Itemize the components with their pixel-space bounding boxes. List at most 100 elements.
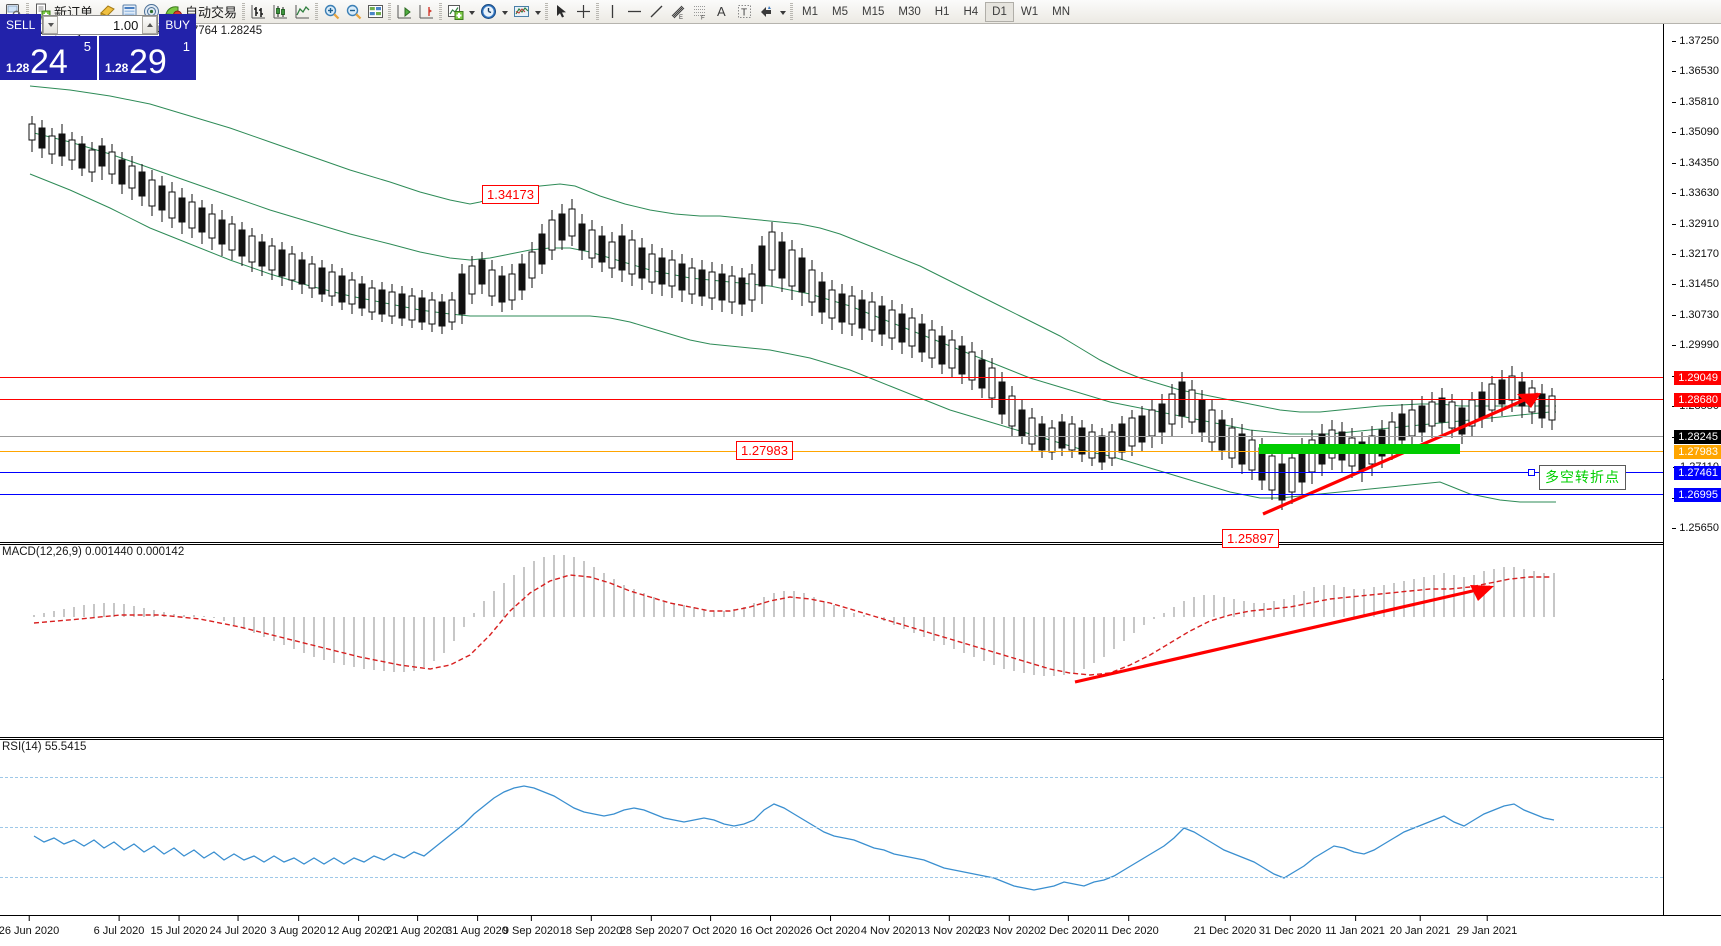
date-tick: 2 Dec 2020 xyxy=(1039,916,1097,937)
equidistant-channel-icon[interactable]: E xyxy=(667,1,689,22)
line-chart-icon[interactable] xyxy=(291,1,313,22)
chart-container[interactable]: USDCAD-,Daily 1.27839 1.28445 1.27764 1.… xyxy=(0,24,1721,946)
autotrading-label[interactable]: 自动交易 xyxy=(185,5,238,20)
price-tick: 1.32170 xyxy=(1672,248,1719,260)
volume-value[interactable]: 1.00 xyxy=(113,17,139,33)
svg-text:T: T xyxy=(741,8,747,19)
date-tick: 4 Nov 2020 xyxy=(860,916,918,937)
buy-quote[interactable]: 1.28 29 1 xyxy=(99,36,196,81)
zoom-out-icon[interactable] xyxy=(342,1,364,22)
main-toolbar: 新订单 自动交易 xyxy=(0,0,1721,24)
current-price-line xyxy=(0,436,1663,437)
toolbar-separator xyxy=(313,3,320,21)
date-tick: 28 Sep 2020 xyxy=(619,916,683,937)
turning-point-note[interactable]: 多空转折点 xyxy=(1539,465,1626,490)
arrows-icon[interactable] xyxy=(755,1,777,22)
tab-timeframe-m5[interactable]: M5 xyxy=(832,5,848,18)
date-tick: 31 Aug 2020 xyxy=(446,916,508,937)
macd-pane[interactable]: MACD(12,26,9) 0.001440 0.000142 xyxy=(0,544,1719,738)
tab-timeframe-d1[interactable]: D1 xyxy=(985,1,1014,22)
resistance-line-128680[interactable] xyxy=(0,399,1663,400)
trade-panel-top-row: SELL 1.00 BUY xyxy=(0,14,196,36)
text-label-icon[interactable]: A xyxy=(711,1,733,22)
toolbar-separator xyxy=(788,3,795,21)
volume-increase-icon[interactable] xyxy=(142,16,158,34)
date-tick: 15 Jul 2020 xyxy=(150,916,208,937)
cursor-icon[interactable] xyxy=(550,1,572,22)
price-tag-current[interactable]: 1.28245 xyxy=(1674,430,1721,444)
grid-view-icon[interactable] xyxy=(364,1,386,22)
date-tick: 11 Jan 2021 xyxy=(1325,916,1385,937)
sell-button[interactable]: SELL xyxy=(0,14,42,36)
text-box-icon[interactable]: T xyxy=(733,1,755,22)
rsi-chart-svg xyxy=(33,785,1555,891)
templates-icon[interactable] xyxy=(510,1,532,22)
trend-line-icon[interactable] xyxy=(645,1,667,22)
date-tick: 26 Jun 2020 xyxy=(0,916,60,937)
price-tick: 1.36530 xyxy=(1672,65,1719,77)
price-tag-pivot[interactable]: 1.27983 xyxy=(1674,445,1721,459)
zoom-in-icon[interactable] xyxy=(320,1,342,22)
price-tag-support-1[interactable]: 1.27461 xyxy=(1674,466,1721,480)
price-pane[interactable]: 1.34173 1.27983 1.25897 多空转折点 xyxy=(0,24,1663,548)
horizontal-line-icon[interactable] xyxy=(623,1,645,22)
demand-zone-rectangle[interactable] xyxy=(1259,444,1460,454)
rsi-grid-20 xyxy=(0,877,1663,878)
tab-timeframe-w1[interactable]: W1 xyxy=(1020,5,1039,18)
date-tick: 7 Oct 2020 xyxy=(683,916,737,937)
add-indicator-icon[interactable] xyxy=(444,1,466,22)
tab-timeframe-m30[interactable]: M30 xyxy=(898,5,921,18)
chart-shift-icon[interactable] xyxy=(415,1,437,22)
callout-low-price[interactable]: 1.25897 xyxy=(1222,529,1279,548)
rsi-grid-80 xyxy=(0,777,1663,778)
period-clock-icon[interactable] xyxy=(477,1,499,22)
date-tick: 24 Jul 2020 xyxy=(209,916,267,937)
sell-quote[interactable]: 1.28 24 5 xyxy=(0,36,97,81)
crosshair-icon[interactable] xyxy=(572,1,594,22)
auto-scroll-icon[interactable] xyxy=(393,1,415,22)
price-scale[interactable]: 1.37250 1.36530 1.35810 1.35090 1.34350 … xyxy=(1663,24,1721,915)
callout-mid-price[interactable]: 1.27983 xyxy=(736,441,793,460)
templates-dropdown-caret-icon[interactable] xyxy=(532,2,543,22)
date-tick: 16 Oct 2020 xyxy=(740,916,800,937)
volume-stepper[interactable]: 1.00 xyxy=(42,15,159,35)
sell-price-point: 5 xyxy=(83,39,91,54)
fibonacci-icon[interactable]: F xyxy=(689,1,711,22)
data-window-icon[interactable] xyxy=(118,1,140,22)
callout-high-price[interactable]: 1.34173 xyxy=(482,185,539,204)
price-tag-resistance-1[interactable]: 1.29049 xyxy=(1674,371,1721,385)
bar-chart-icon[interactable] xyxy=(247,1,269,22)
svg-text:F: F xyxy=(701,16,705,21)
price-tag-resistance-2[interactable]: 1.28680 xyxy=(1674,393,1721,407)
volume-decrease-icon[interactable] xyxy=(43,16,59,34)
tab-timeframe-h1[interactable]: H1 xyxy=(934,5,950,18)
support-line-126995[interactable] xyxy=(0,494,1663,495)
toolbar-separator xyxy=(594,3,601,21)
tab-timeframe-m1[interactable]: M1 xyxy=(802,5,819,18)
tab-timeframe-mn[interactable]: MN xyxy=(1052,5,1070,18)
macd-signal-line xyxy=(33,574,1550,676)
tab-timeframe-m15[interactable]: M15 xyxy=(862,5,885,18)
arrows-dropdown-caret-icon[interactable] xyxy=(777,2,788,22)
period-dropdown-caret-icon[interactable] xyxy=(499,2,510,22)
price-tag-support-2[interactable]: 1.26995 xyxy=(1674,488,1721,502)
support-line-127461[interactable] xyxy=(0,472,1663,473)
candlestick-chart-icon[interactable] xyxy=(269,1,291,22)
rsi-pane[interactable]: RSI(14) 55.5415 100 80 50 20 xyxy=(0,739,1719,915)
resistance-line-129049[interactable] xyxy=(0,377,1663,378)
vertical-line-icon[interactable] xyxy=(601,1,623,22)
price-tick: 1.35090 xyxy=(1672,126,1719,138)
time-axis[interactable]: 26 Jun 2020 6 Jul 2020 15 Jul 2020 24 Ju… xyxy=(0,915,1721,946)
one-click-trading-panel[interactable]: SELL 1.00 BUY 1.28 24 5 1.28 29 1 xyxy=(0,14,196,81)
date-tick: 18 Sep 2020 xyxy=(559,916,623,937)
sell-price-main: 24 xyxy=(30,43,68,81)
indicator-dropdown-caret-icon[interactable] xyxy=(466,2,477,22)
pivot-line-127983[interactable] xyxy=(0,451,1663,452)
sell-price-prefix: 1.28 xyxy=(6,61,30,75)
macd-chart-svg xyxy=(33,555,1555,684)
macd-histogram xyxy=(33,555,1555,676)
line-anchor-handle[interactable] xyxy=(1528,469,1535,476)
bollinger-lower xyxy=(29,173,1556,503)
tab-timeframe-h4[interactable]: H4 xyxy=(963,5,979,18)
buy-button[interactable]: BUY xyxy=(159,14,196,36)
